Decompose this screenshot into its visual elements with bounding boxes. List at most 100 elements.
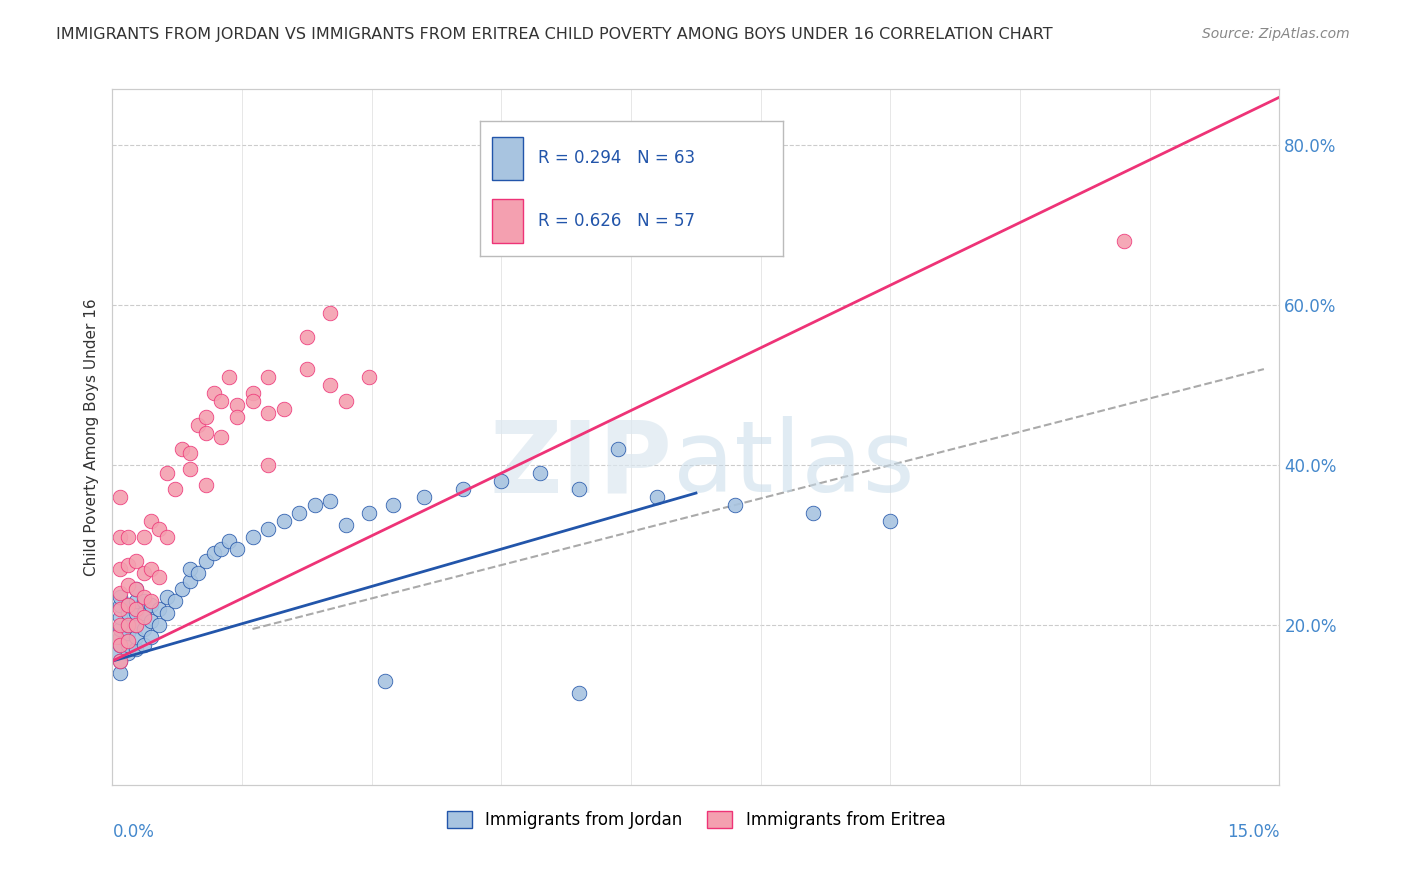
Point — [172, 442, 194, 456]
Point — [125, 618, 148, 632]
Point — [125, 582, 148, 596]
Point — [209, 394, 232, 409]
Point — [117, 578, 139, 592]
Point — [295, 330, 318, 344]
Point — [226, 410, 249, 425]
Point — [359, 370, 381, 384]
Point — [110, 654, 132, 668]
Point — [257, 458, 280, 472]
Point — [117, 618, 139, 632]
Point — [125, 618, 148, 632]
Text: 15.0%: 15.0% — [1227, 823, 1279, 841]
Point — [117, 598, 139, 612]
Point — [194, 554, 217, 568]
Point — [163, 594, 186, 608]
Point — [412, 490, 434, 504]
Point — [381, 498, 404, 512]
Point — [179, 446, 201, 460]
Point — [273, 514, 295, 528]
Point — [132, 622, 155, 636]
Point — [218, 534, 240, 549]
Point — [645, 490, 668, 504]
Point — [156, 606, 179, 620]
Point — [257, 370, 280, 384]
Point — [273, 402, 295, 417]
Point — [295, 362, 318, 376]
Point — [148, 522, 170, 536]
Point — [117, 618, 139, 632]
Point — [117, 530, 139, 544]
Point — [132, 606, 155, 620]
Point — [194, 426, 217, 441]
Point — [374, 673, 396, 688]
Point — [724, 498, 747, 512]
Point — [132, 638, 155, 652]
Point — [105, 646, 128, 660]
Point — [319, 494, 342, 508]
Point — [491, 474, 513, 488]
Point — [110, 598, 132, 612]
Point — [319, 378, 342, 392]
Point — [117, 598, 139, 612]
Point — [801, 506, 824, 520]
Point — [117, 606, 139, 620]
Point — [125, 554, 148, 568]
Point — [218, 370, 240, 384]
Point — [110, 665, 132, 680]
Text: Source: ZipAtlas.com: Source: ZipAtlas.com — [1202, 27, 1350, 41]
Point — [110, 610, 132, 624]
Point — [132, 590, 155, 604]
Point — [335, 518, 357, 533]
Point — [319, 306, 342, 320]
Point — [117, 634, 139, 648]
Text: 0.0%: 0.0% — [112, 823, 155, 841]
Point — [125, 642, 148, 657]
Point — [226, 542, 249, 557]
Point — [156, 530, 179, 544]
Point — [304, 498, 326, 512]
Point — [141, 594, 163, 608]
Point — [451, 482, 474, 496]
Point — [110, 618, 132, 632]
Point — [132, 594, 155, 608]
Point — [110, 654, 132, 668]
Point — [172, 582, 194, 596]
Point — [288, 506, 311, 520]
Point — [110, 602, 132, 616]
Point — [117, 558, 139, 572]
Point — [156, 466, 179, 480]
Point — [148, 602, 170, 616]
Point — [257, 406, 280, 420]
Point — [141, 562, 163, 576]
Point — [125, 594, 148, 608]
Point — [187, 566, 209, 580]
Point — [209, 430, 232, 444]
Text: IMMIGRANTS FROM JORDAN VS IMMIGRANTS FROM ERITREA CHILD POVERTY AMONG BOYS UNDER: IMMIGRANTS FROM JORDAN VS IMMIGRANTS FRO… — [56, 27, 1053, 42]
Point — [117, 626, 139, 640]
Point — [568, 686, 591, 700]
Point — [125, 602, 148, 616]
Point — [141, 598, 163, 612]
Text: atlas: atlas — [672, 417, 914, 514]
Point — [179, 562, 201, 576]
Point — [202, 546, 225, 560]
Point — [148, 618, 170, 632]
Point — [110, 590, 132, 604]
Point — [125, 630, 148, 644]
Point — [110, 638, 132, 652]
Point — [110, 490, 132, 504]
Point — [209, 542, 232, 557]
Point — [141, 630, 163, 644]
Point — [194, 410, 217, 425]
Point — [105, 630, 128, 644]
Point — [529, 466, 551, 480]
Point — [242, 386, 264, 401]
Point — [132, 530, 155, 544]
Point — [202, 386, 225, 401]
Point — [110, 530, 132, 544]
Point — [110, 622, 132, 636]
Point — [132, 566, 155, 580]
Point — [110, 562, 132, 576]
Point — [257, 522, 280, 536]
Point — [242, 394, 264, 409]
